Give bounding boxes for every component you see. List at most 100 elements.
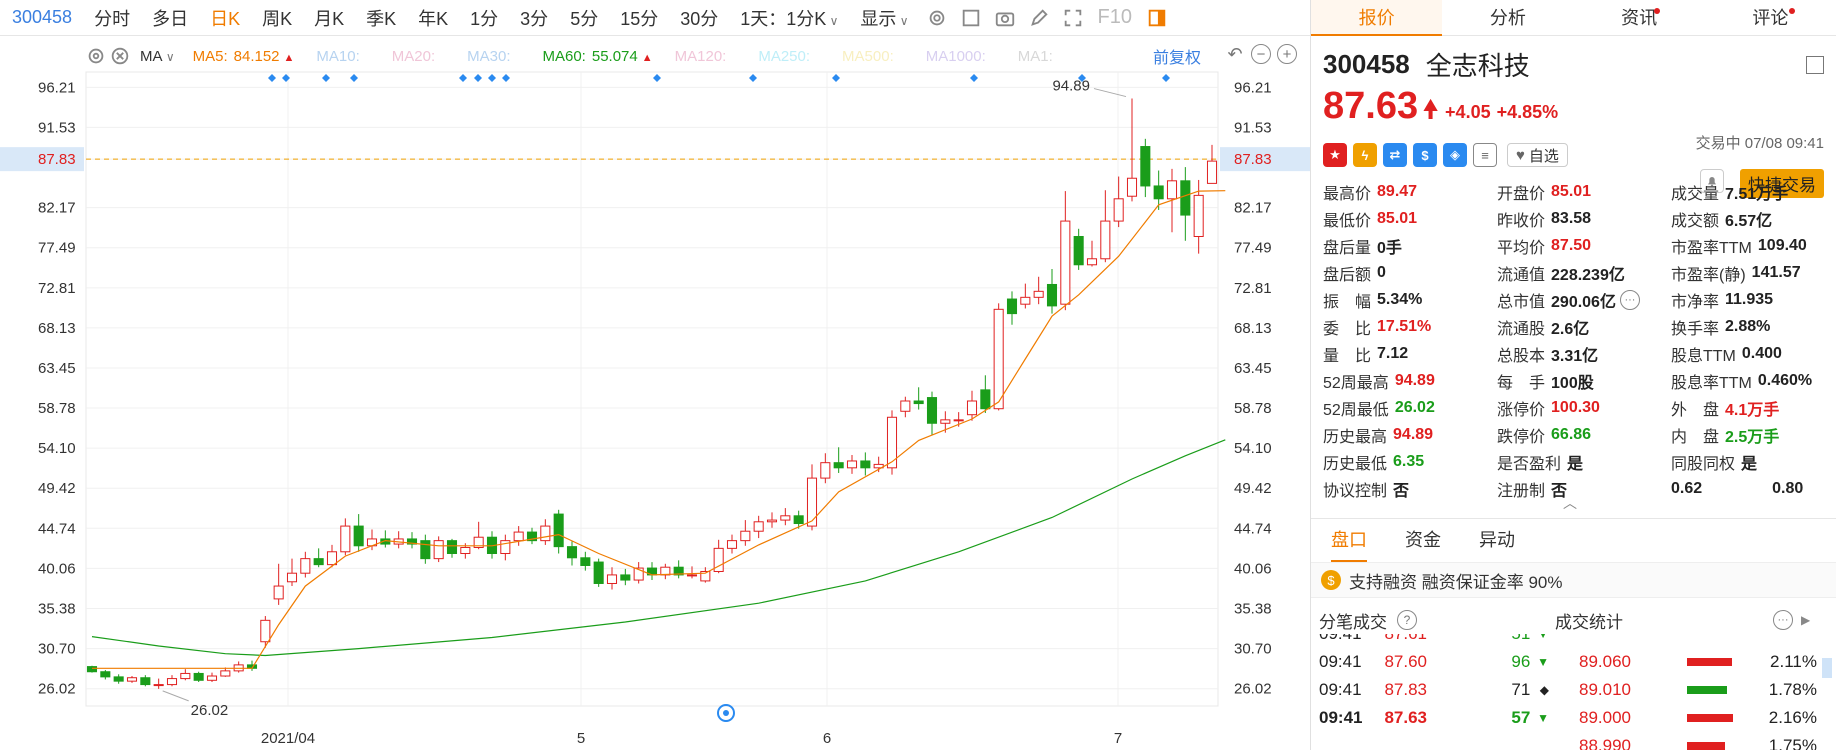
quote-panel: 报价 分析 资讯 评论 300458 全志科技 87.63 🠝 +4.05 +4.85…: [1310, 0, 1836, 750]
panel-toggle-icon[interactable]: [1806, 56, 1824, 74]
help-icon[interactable]: ?: [1397, 610, 1417, 630]
stock-code-tab[interactable]: 300458: [12, 7, 73, 27]
ma-legend-item[interactable]: MA120:: [675, 48, 737, 65]
quote-row: 盘后额 0 流通值 228.239亿 市盈率(静) 141.57: [1323, 259, 1833, 286]
ma-close-icon[interactable]: [108, 44, 132, 68]
candle-body: [126, 677, 138, 682]
chart-panel: 300458 分时 多日 日K 周K 月K 季K 年K 1分 3分 5分 15分 30分 1天：1分K…: [0, 0, 1310, 750]
period-select[interactable]: 1天：1分K: [729, 5, 849, 31]
candle-body: [1006, 298, 1018, 315]
display-select[interactable]: 显示: [849, 5, 919, 31]
ma-name: MA1:: [1017, 47, 1053, 65]
period-tab[interactable]: 季K: [366, 8, 397, 29]
field-value: 0.460%: [1757, 371, 1813, 389]
camera-icon[interactable]: [988, 0, 1022, 36]
stats-list[interactable]: 89.060 2.11% 89.010 1.78% 89.000 2.16% 88.990 1…: [1579, 648, 1829, 750]
y-tick-label-right: 77.49: [1234, 240, 1272, 257]
candle-body: [700, 570, 711, 582]
period-tab[interactable]: 3分: [520, 8, 549, 29]
stats-bar: [1687, 658, 1751, 666]
candle-body: [1060, 220, 1071, 305]
ma-legend-item[interactable]: MA10:: [316, 48, 369, 65]
zoom-controls: ↶ − +: [1225, 44, 1297, 64]
period-tab[interactable]: 5分: [570, 8, 599, 29]
pencil-icon[interactable]: [1022, 0, 1056, 36]
tick-list[interactable]: 09:4187.6151▼09:4187.6096▼09:4187.8371◆0…: [1319, 634, 1549, 750]
period-tab[interactable]: 年K: [418, 8, 449, 29]
layout-square-icon[interactable]: [954, 0, 988, 36]
field-value: 0.80: [1772, 479, 1804, 497]
period-tab[interactable]: 15分: [620, 8, 659, 29]
candle-body: [273, 585, 284, 600]
period-tab[interactable]: 30分: [680, 8, 719, 29]
quick-trade-button[interactable]: 快捷交易: [1740, 169, 1824, 198]
adjust-selector[interactable]: 前复权: [1153, 50, 1202, 67]
field-label: 流通值: [1497, 266, 1546, 284]
ma-legend-item[interactable]: MA500:: [842, 48, 904, 65]
tab-quote-2[interactable]: 资讯: [1574, 0, 1705, 35]
collapse-icon[interactable]: ▶: [1801, 613, 1811, 627]
field-label: 是否盈利: [1497, 455, 1562, 473]
kline-chart[interactable]: 96.21 96.21 91.53 91.53 87.83 87.83 82.17 82.17…: [0, 36, 1310, 750]
field-value: 66.86: [1551, 425, 1592, 443]
sub-tab[interactable]: 异动: [1479, 530, 1515, 550]
ma-legend-item[interactable]: MA5: 84.152 ▲: [193, 48, 295, 65]
current-price-label-left: 87.83: [38, 151, 76, 168]
period-tab[interactable]: 分时: [94, 8, 131, 29]
candle-body: [553, 513, 564, 548]
tag-icon[interactable]: ◈: [1443, 143, 1467, 167]
sub-tab[interactable]: 资金: [1405, 530, 1441, 550]
quote-field: 外 盘 4.1万手: [1671, 396, 1833, 420]
period-tab[interactable]: 周K: [262, 8, 293, 29]
quote-field: 每 手 100股: [1497, 369, 1671, 393]
watchlist-button[interactable]: ♥ 自选: [1507, 143, 1568, 167]
candle-body: [300, 558, 311, 574]
undo-icon[interactable]: ↶: [1227, 44, 1243, 64]
tick-v: 96: [1511, 652, 1531, 671]
candle-body: [326, 551, 338, 566]
sub-tab[interactable]: 盘口: [1331, 519, 1367, 562]
ma-legend-item[interactable]: MA20:: [392, 48, 445, 65]
ma-legend-item[interactable]: MA30:: [467, 48, 520, 65]
zoom-out-icon[interactable]: −: [1251, 44, 1271, 64]
chevron-up-icon[interactable]: ︿: [1563, 495, 1577, 511]
candle-body: [260, 619, 271, 643]
ma-settings-icon[interactable]: [84, 44, 108, 68]
period-tab[interactable]: 1分: [470, 8, 499, 29]
lightning-icon[interactable]: ϟ: [1353, 143, 1377, 167]
more-icon[interactable]: ···: [1619, 289, 1640, 310]
tab-quote-0[interactable]: 报价: [1311, 0, 1443, 36]
candle-body: [593, 561, 604, 584]
candle-body: [1193, 194, 1204, 237]
ma-selector[interactable]: MA: [140, 48, 175, 65]
zoom-in-icon[interactable]: +: [1277, 44, 1297, 64]
more-icon[interactable]: ···: [1773, 610, 1793, 630]
candle-body: [1100, 220, 1111, 260]
f10-button[interactable]: F10: [1097, 6, 1133, 28]
period-tab[interactable]: 月K: [314, 8, 345, 29]
shuffle-icon[interactable]: ⇄: [1383, 143, 1407, 167]
bell-icon[interactable]: [1700, 169, 1724, 193]
settings-icon[interactable]: [920, 0, 954, 36]
ma-legend-item[interactable]: MA1000:: [926, 48, 996, 65]
quote-row: 最低价 85.01 昨收价 83.58 成交额 6.57亿: [1323, 205, 1833, 232]
tab-quote-1[interactable]: 分析: [1442, 0, 1573, 35]
y-tick-label-right: 40.06: [1234, 560, 1272, 577]
dollar-icon[interactable]: $: [1413, 143, 1437, 167]
period-tab[interactable]: 多日: [152, 8, 189, 29]
field-label: 每 手: [1497, 374, 1546, 392]
china-flag-icon[interactable]: ★: [1323, 143, 1347, 167]
side-panel-icon[interactable]: [1140, 0, 1174, 36]
fullscreen-icon[interactable]: [1056, 0, 1090, 36]
scrollbar[interactable]: [1822, 658, 1832, 678]
ma-legend-item[interactable]: MA60: 55.074 ▲: [543, 48, 653, 65]
candle-body: [820, 462, 831, 479]
tab-quote-3[interactable]: 评论: [1705, 0, 1836, 35]
stats-bar: [1687, 714, 1751, 722]
candle-body: [633, 567, 644, 581]
period-tab[interactable]: 日K: [210, 8, 241, 29]
document-icon[interactable]: ≡: [1473, 143, 1497, 167]
y-tick-label-left: 91.53: [38, 119, 76, 136]
ma-legend-item[interactable]: MA250:: [758, 48, 820, 65]
ma-legend-item[interactable]: MA1:: [1018, 48, 1063, 65]
